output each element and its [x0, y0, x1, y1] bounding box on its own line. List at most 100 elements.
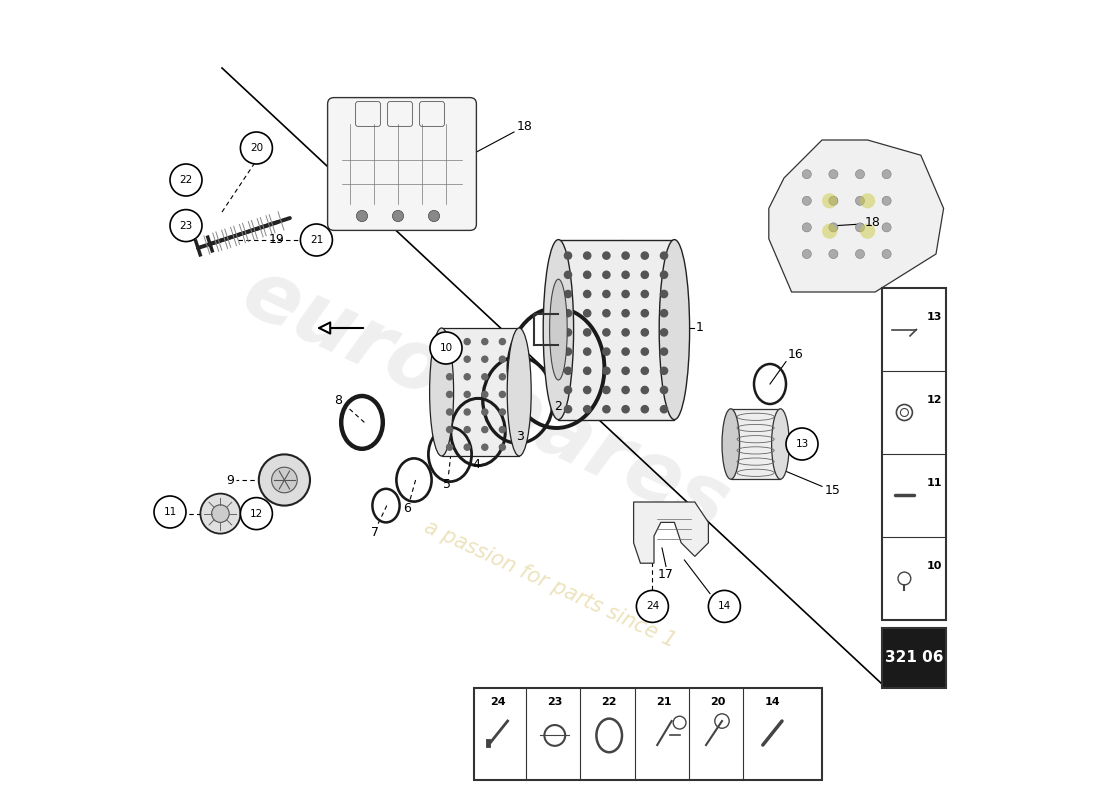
Ellipse shape	[722, 409, 739, 479]
Text: 4: 4	[472, 458, 481, 471]
Circle shape	[447, 409, 452, 415]
Circle shape	[828, 170, 838, 178]
Text: 21: 21	[310, 235, 323, 245]
Circle shape	[660, 329, 668, 336]
Text: 12: 12	[250, 509, 263, 518]
Circle shape	[584, 310, 591, 317]
Text: eurospares: eurospares	[230, 252, 741, 548]
Circle shape	[464, 391, 470, 398]
Circle shape	[603, 252, 611, 259]
Ellipse shape	[543, 240, 573, 419]
Circle shape	[482, 338, 487, 345]
Circle shape	[447, 426, 452, 433]
Circle shape	[447, 374, 452, 380]
Circle shape	[641, 406, 648, 413]
Polygon shape	[769, 140, 944, 292]
Text: a passion for parts since 1: a passion for parts since 1	[421, 517, 679, 651]
Circle shape	[428, 210, 440, 222]
Circle shape	[393, 210, 404, 222]
Circle shape	[856, 196, 865, 206]
Text: 18: 18	[865, 216, 880, 230]
Circle shape	[464, 338, 470, 345]
Circle shape	[603, 367, 611, 374]
Circle shape	[860, 223, 876, 239]
Circle shape	[170, 210, 202, 242]
Circle shape	[499, 356, 505, 362]
Circle shape	[621, 406, 629, 413]
Ellipse shape	[507, 328, 531, 456]
Text: 16: 16	[788, 347, 803, 361]
Circle shape	[447, 356, 452, 362]
Circle shape	[621, 348, 629, 355]
Circle shape	[621, 252, 629, 259]
Circle shape	[641, 386, 648, 394]
Circle shape	[860, 193, 876, 208]
Circle shape	[482, 391, 487, 398]
Text: 3: 3	[516, 430, 525, 443]
Circle shape	[200, 494, 241, 534]
FancyBboxPatch shape	[328, 98, 476, 230]
Text: 17: 17	[658, 568, 674, 581]
Circle shape	[499, 444, 505, 450]
FancyArrowPatch shape	[319, 322, 363, 334]
Text: 23: 23	[179, 221, 192, 230]
Text: 24: 24	[491, 698, 506, 707]
Circle shape	[786, 428, 818, 460]
Circle shape	[828, 196, 838, 206]
Circle shape	[499, 374, 505, 380]
Circle shape	[584, 386, 591, 394]
Circle shape	[170, 164, 202, 196]
Circle shape	[272, 467, 297, 493]
Circle shape	[241, 132, 273, 164]
Circle shape	[154, 496, 186, 528]
Circle shape	[564, 290, 572, 298]
Circle shape	[564, 367, 572, 374]
Circle shape	[621, 290, 629, 298]
Circle shape	[882, 196, 891, 206]
Circle shape	[603, 329, 611, 336]
Polygon shape	[441, 328, 519, 456]
Text: 1: 1	[695, 322, 704, 334]
Circle shape	[464, 356, 470, 362]
Circle shape	[660, 367, 668, 374]
Circle shape	[564, 406, 572, 413]
Circle shape	[882, 250, 891, 258]
Text: 21: 21	[656, 698, 671, 707]
Ellipse shape	[771, 409, 789, 479]
Text: 10: 10	[439, 343, 452, 353]
Circle shape	[447, 444, 452, 450]
Circle shape	[660, 290, 668, 298]
Circle shape	[641, 310, 648, 317]
Text: 14: 14	[764, 698, 780, 707]
Circle shape	[564, 386, 572, 394]
Circle shape	[482, 426, 487, 433]
Circle shape	[464, 409, 470, 415]
Polygon shape	[634, 502, 708, 563]
Circle shape	[564, 271, 572, 278]
Circle shape	[621, 271, 629, 278]
Circle shape	[603, 271, 611, 278]
Text: 9: 9	[226, 474, 234, 487]
Circle shape	[584, 271, 591, 278]
Circle shape	[660, 310, 668, 317]
Text: 6: 6	[403, 502, 410, 515]
Circle shape	[828, 223, 838, 232]
Circle shape	[603, 406, 611, 413]
Circle shape	[482, 444, 487, 450]
Circle shape	[300, 224, 332, 256]
Circle shape	[499, 391, 505, 398]
Ellipse shape	[659, 240, 690, 419]
Circle shape	[584, 367, 591, 374]
Circle shape	[211, 505, 229, 522]
Circle shape	[641, 348, 648, 355]
Circle shape	[464, 374, 470, 380]
Circle shape	[621, 367, 629, 374]
Circle shape	[660, 271, 668, 278]
Circle shape	[499, 426, 505, 433]
Circle shape	[499, 338, 505, 345]
Circle shape	[641, 271, 648, 278]
Circle shape	[856, 250, 865, 258]
Circle shape	[802, 250, 812, 258]
Circle shape	[241, 498, 273, 530]
Circle shape	[584, 252, 591, 259]
